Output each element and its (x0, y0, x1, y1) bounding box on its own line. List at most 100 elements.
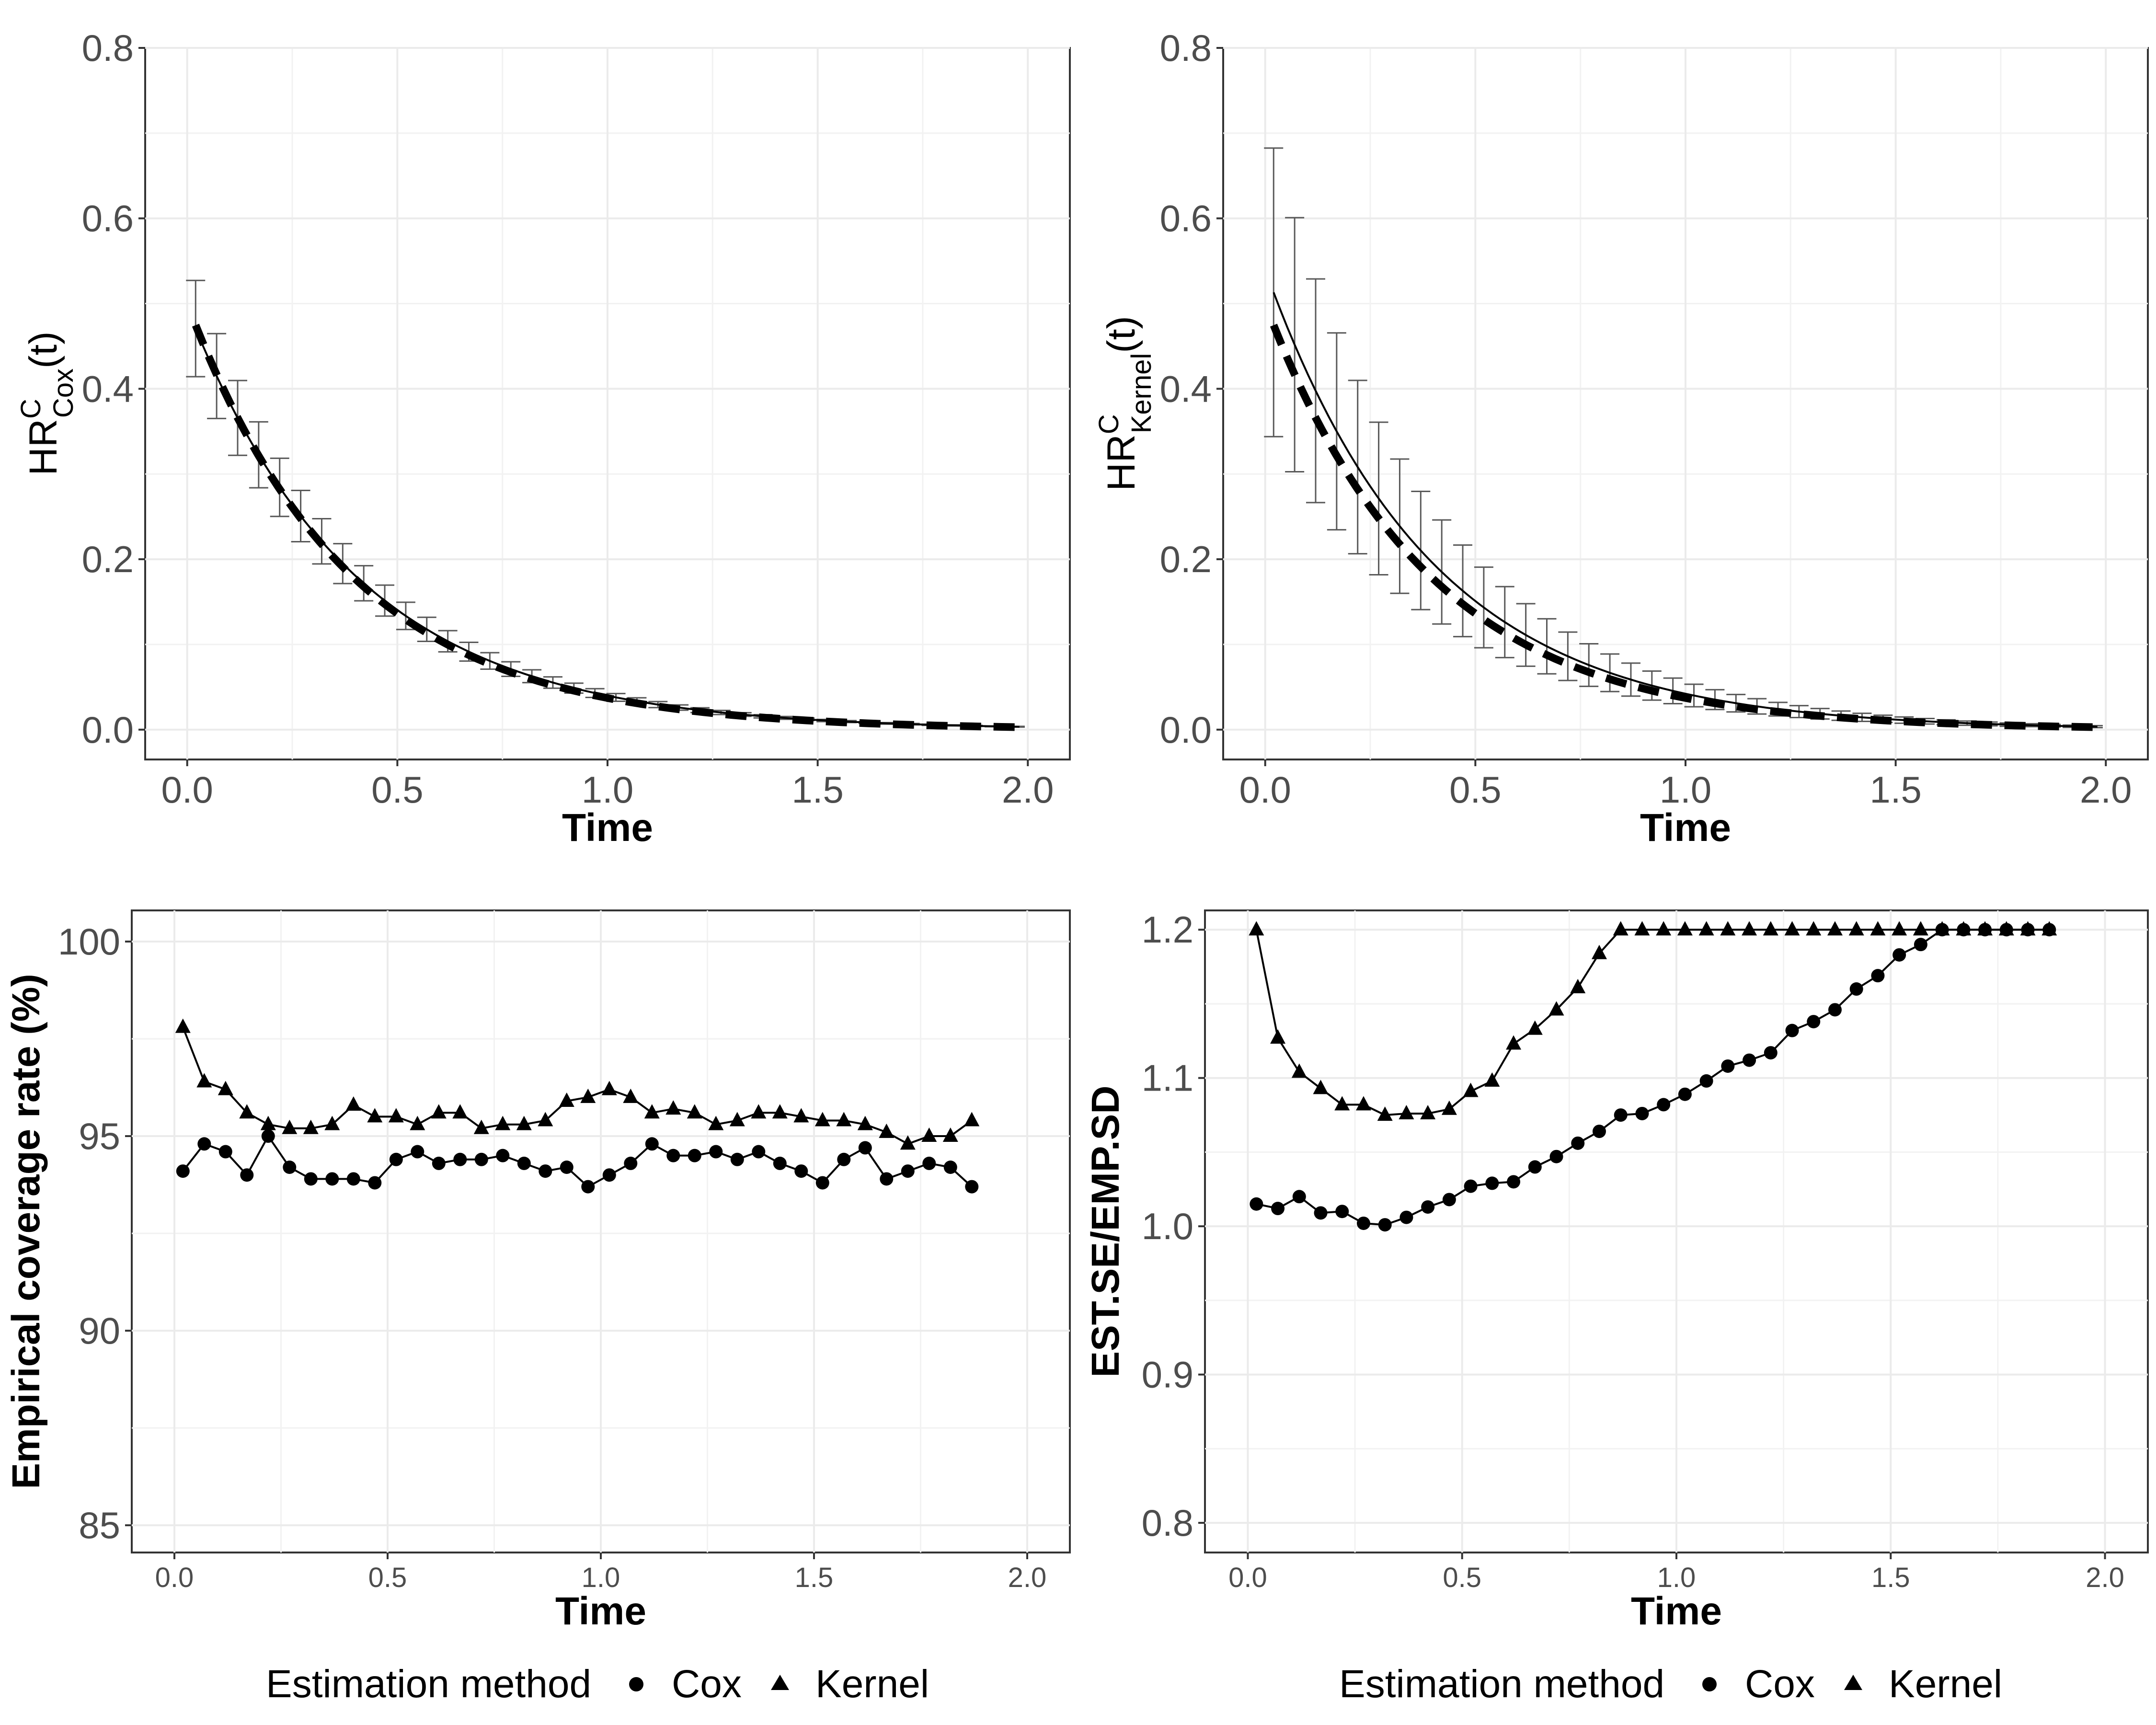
point-cox (1356, 1216, 1370, 1230)
point-kernel (644, 1104, 660, 1119)
y-tick-label: 0.6 (1160, 197, 1212, 240)
legend-title: Estimation method (1339, 1662, 1664, 1706)
point-kernel (367, 1108, 383, 1123)
legend-label-kernel: Kernel (1889, 1662, 2002, 1706)
point-kernel (1784, 921, 1800, 936)
y-tick-label: 1.0 (1142, 1205, 1193, 1247)
point-kernel (1334, 1096, 1350, 1111)
point-cox (922, 1156, 936, 1170)
point-kernel (175, 1018, 191, 1033)
point-cox (539, 1164, 552, 1178)
point-kernel (772, 1104, 788, 1119)
x-tick-label: 1.5 (795, 1562, 834, 1593)
point-cox (666, 1149, 680, 1162)
point-cox (645, 1137, 659, 1151)
x-tick-label: 0.5 (1449, 769, 1501, 811)
point-cox (581, 1180, 595, 1194)
point-cox (411, 1145, 424, 1159)
y-axis-title-base: HR (1100, 434, 1143, 491)
x-tick-label: 0.0 (161, 769, 213, 811)
point-kernel (729, 1112, 745, 1127)
y-tick-label: 0.0 (1160, 709, 1212, 751)
x-tick-label: 2.0 (2086, 1562, 2124, 1593)
y-axis-title-suffix: (t) (1100, 316, 1143, 353)
point-kernel (218, 1081, 233, 1095)
x-tick-label: 0.0 (1239, 769, 1291, 811)
point-cox (1721, 1059, 1735, 1073)
point-cox (1549, 1150, 1563, 1163)
point-cox (432, 1156, 446, 1170)
point-cox (1421, 1200, 1435, 1214)
x-tick-label: 1.5 (1869, 769, 1921, 811)
point-kernel (1270, 1029, 1286, 1044)
x-axis-title: Time (562, 806, 653, 850)
y-tick-label: 0.8 (82, 27, 134, 69)
y-tick-label: 90 (79, 1310, 120, 1352)
point-cox (1743, 1053, 1756, 1067)
x-tick-label: 1.0 (582, 769, 633, 811)
point-kernel (1848, 921, 1864, 936)
point-cox (517, 1156, 531, 1170)
y-tick-label: 85 (79, 1504, 120, 1546)
point-kernel (1998, 921, 2014, 936)
point-kernel (473, 1119, 489, 1134)
point-kernel (1570, 978, 1586, 993)
point-kernel (559, 1092, 574, 1107)
point-kernel (452, 1104, 468, 1119)
point-kernel (601, 1081, 617, 1095)
point-kernel (303, 1119, 319, 1134)
point-cox (1485, 1176, 1499, 1190)
x-tick-label: 0.5 (368, 1562, 407, 1593)
point-kernel (239, 1104, 255, 1119)
point-cox (240, 1168, 254, 1182)
legend-left: Estimation method Cox Kernel (266, 1662, 929, 1706)
point-kernel (431, 1104, 447, 1119)
point-cox (1764, 1046, 1778, 1060)
point-kernel (580, 1088, 596, 1103)
point-kernel (751, 1104, 767, 1119)
legend-label-cox: Cox (672, 1662, 742, 1706)
point-kernel (1399, 1104, 1414, 1119)
point-kernel (1548, 1001, 1564, 1016)
point-cox (1378, 1218, 1392, 1232)
legend-label-kernel: Kernel (815, 1662, 929, 1706)
point-cox (560, 1161, 573, 1174)
y-axis-title-suffix: (t) (22, 332, 65, 368)
point-cox (368, 1176, 382, 1190)
point-kernel (1892, 921, 1907, 936)
y-axis-title-subscript: Kernel (1126, 353, 1157, 434)
point-kernel (1613, 921, 1628, 936)
x-tick-label: 1.0 (1657, 1562, 1696, 1593)
point-kernel (1720, 921, 1736, 936)
point-kernel (1249, 921, 1264, 936)
x-tick-label: 2.0 (2080, 769, 2132, 811)
point-kernel (324, 1116, 340, 1130)
point-kernel (2041, 921, 2057, 936)
point-cox (474, 1152, 488, 1166)
curve-true (1270, 323, 2098, 731)
point-cox (1571, 1136, 1585, 1150)
legend-title: Estimation method (266, 1662, 591, 1706)
point-kernel (857, 1116, 873, 1130)
point-cox (1528, 1160, 1542, 1174)
point-kernel (836, 1112, 852, 1127)
point-cox (880, 1172, 894, 1186)
point-cox (346, 1172, 360, 1186)
point-kernel (900, 1135, 916, 1150)
point-kernel (1956, 921, 1972, 936)
point-cox (1828, 1003, 1842, 1017)
point-cox (794, 1164, 808, 1178)
point-kernel (516, 1116, 532, 1130)
y-axis-title-superscript: C (15, 399, 46, 419)
panel-se-ratio: 0.8 0.9 1.0 1.1 1.2 0.0 0.5 1.0 1.5 2.0 Time EST… (1084, 908, 2149, 1633)
point-cox (1292, 1190, 1306, 1204)
y-tick-label: 0.4 (82, 368, 134, 410)
y-tick-label: 0.4 (1160, 368, 1212, 410)
point-kernel (1441, 1100, 1457, 1115)
point-kernel (964, 1112, 980, 1127)
y-tick-label: 1.1 (1142, 1057, 1193, 1099)
point-cox (1507, 1175, 1521, 1189)
point-cox (965, 1180, 979, 1194)
point-kernel (1870, 921, 1886, 936)
